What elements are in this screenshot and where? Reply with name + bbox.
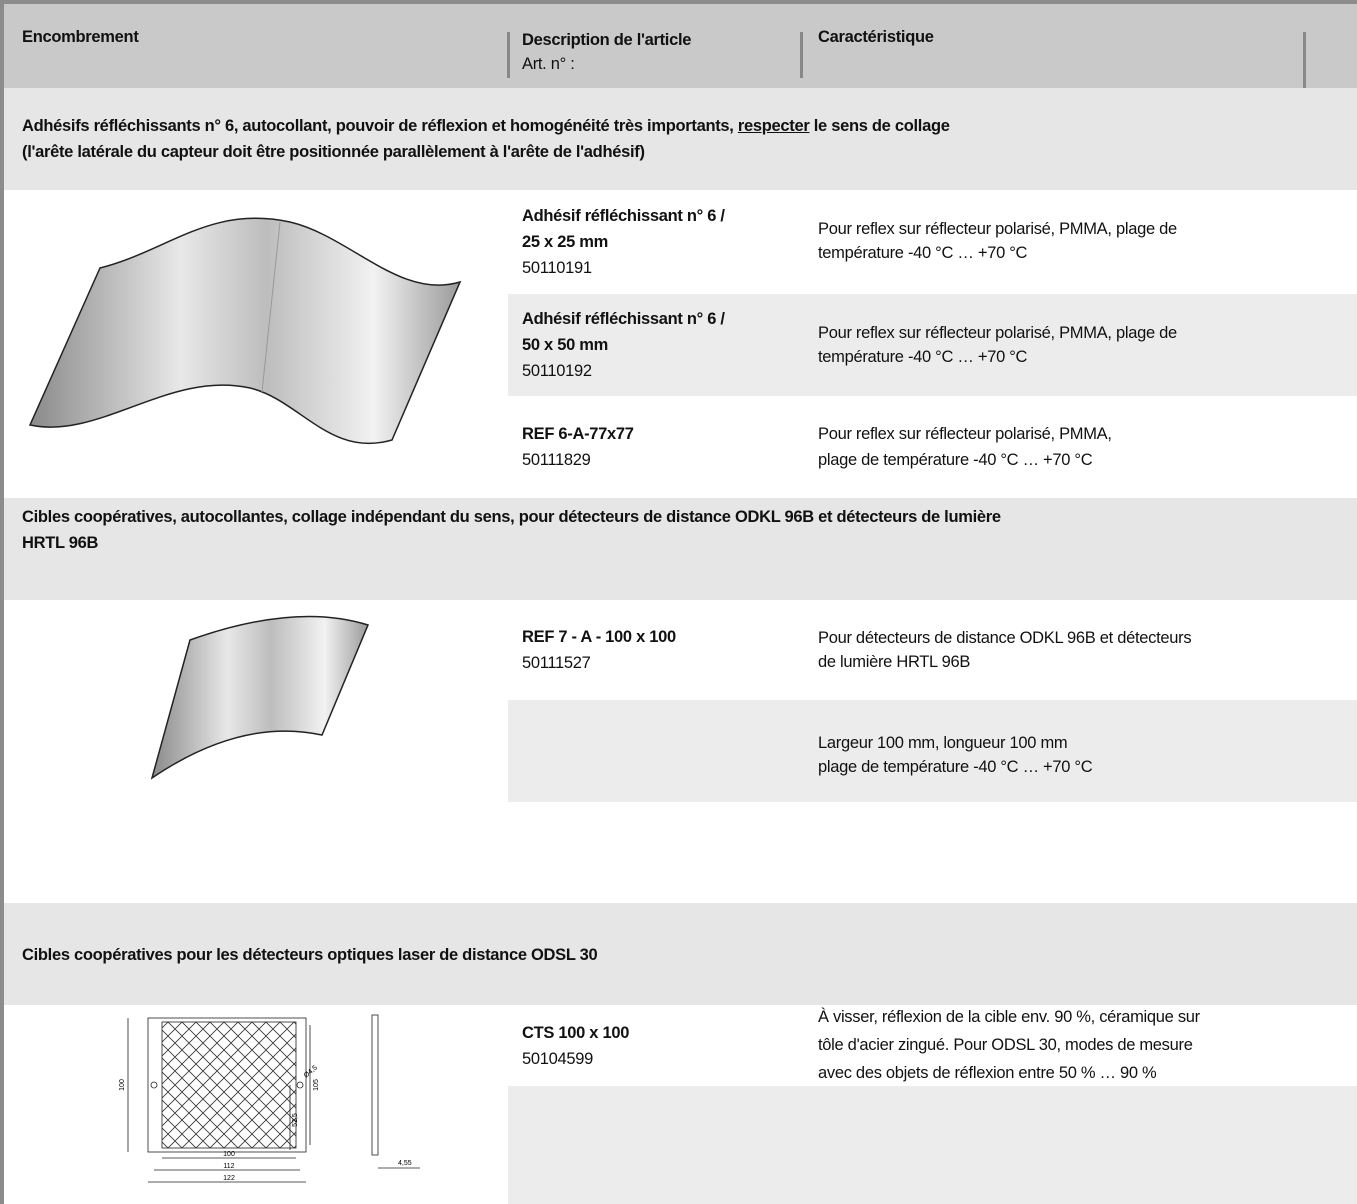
section-title: Adhésifs réfléchissants n° 6, autocollan…: [4, 88, 1357, 190]
char-line: Largeur 100 mm, longueur 100 mm: [818, 734, 1068, 752]
char-line: température -40 °C … +70 °C: [818, 348, 1028, 366]
char-line: plage de température -40 °C … +70 °C: [818, 451, 1093, 469]
article-number: 50111829: [522, 451, 591, 469]
char-line: avec des objets de réflexion entre 50 % …: [818, 1063, 1157, 1082]
dimension-label: 52,5: [292, 1113, 299, 1127]
char-line: température -40 °C … +70 °C: [818, 244, 1028, 262]
title-part: le sens de collage: [809, 117, 950, 135]
illustrations: 100 112 122 100 105 52,5 Ø4,5 4,55: [28, 217, 462, 1183]
section-title: Cibles coopératives, autocollantes, coll…: [4, 498, 1357, 600]
header-divider: [1303, 32, 1306, 88]
item-name: REF 7 - A - 100 x 100 50111527: [512, 600, 676, 700]
header-divider: [800, 32, 803, 78]
name-line: Adhésif réfléchissant n° 6 /: [522, 207, 725, 225]
row-shade: [508, 294, 1357, 396]
reflective-sheet: [28, 217, 462, 445]
name-line: Adhésif réfléchissant n° 6 /: [522, 310, 725, 328]
characteristic: Largeur 100 mm, longueur 100 mm plage de…: [808, 704, 1093, 806]
dimension-label: 105: [313, 1079, 320, 1091]
dimension-label: 4,55: [398, 1160, 412, 1167]
header-divider: [507, 32, 510, 78]
char-line: Pour reflex sur réflecteur polarisé, PMM…: [818, 220, 1177, 238]
dimension-label: 112: [223, 1163, 234, 1170]
article-number: 50104599: [522, 1049, 594, 1068]
reflective-sheet: [150, 615, 370, 780]
name-line: 50 x 50 mm: [522, 336, 608, 354]
sheet-seam: [261, 221, 281, 393]
dimension-label: Ø4,5: [303, 1064, 319, 1079]
section-title: Cibles coopératives pour les détecteurs …: [4, 903, 1357, 1005]
header-col1: Encombrement: [22, 28, 139, 46]
title-line: HRTL 96B: [22, 534, 99, 552]
dimension-label: 122: [223, 1175, 235, 1182]
name-line: REF 6-A-77x77: [522, 425, 634, 443]
dimension-label: 100: [223, 1151, 235, 1158]
title-line: Adhésifs réfléchissants n° 6, autocollan…: [22, 113, 1357, 139]
characteristic: À visser, réflexion de la cible env. 90 …: [808, 1003, 1200, 1086]
item-name: Adhésif réfléchissant n° 6 / 50 x 50 mm …: [512, 294, 725, 396]
article-number: 50111527: [522, 654, 591, 672]
char-line: Pour détecteurs de distance ODKL 96B et …: [818, 629, 1192, 647]
char-line: Pour reflex sur réflecteur polarisé, PMM…: [818, 425, 1112, 443]
article-number: 50110192: [522, 362, 592, 380]
item-name: CTS 100 x 100 50104599: [512, 1005, 629, 1086]
char-line: À visser, réflexion de la cible env. 90 …: [818, 1007, 1200, 1026]
header-col2-title: Description de l'article: [522, 31, 692, 49]
title-part: Adhésifs réfléchissants n° 6, autocollan…: [22, 117, 738, 135]
row-shade: [508, 700, 1357, 802]
characteristic: Pour reflex sur réflecteur polarisé, PMM…: [808, 396, 1112, 498]
dimension-label: 100: [119, 1079, 126, 1091]
char-line: de lumière HRTL 96B: [818, 653, 971, 671]
characteristic: Pour reflex sur réflecteur polarisé, PMM…: [808, 294, 1177, 396]
name-line: REF 7 - A - 100 x 100: [522, 628, 676, 646]
row-shade: [508, 1086, 1357, 1204]
char-line: tôle d'acier zingué. Pour ODSL 30, modes…: [818, 1035, 1193, 1054]
header-col3: Caractéristique: [818, 28, 934, 46]
name-line: CTS 100 x 100: [522, 1023, 630, 1042]
header-col2: Description de l'article Art. n° :: [522, 28, 691, 76]
item-name: REF 6-A-77x77 50111829: [512, 396, 634, 498]
char-line: plage de température -40 °C … +70 °C: [818, 758, 1093, 776]
title-line: Cibles coopératives pour les détecteurs …: [22, 946, 598, 964]
characteristic: Pour détecteurs de distance ODKL 96B et …: [808, 600, 1192, 700]
char-line: Pour reflex sur réflecteur polarisé, PMM…: [818, 324, 1177, 342]
name-line: 25 x 25 mm: [522, 233, 608, 251]
technical-drawing: [127, 1014, 420, 1183]
frame-top: [0, 0, 1357, 4]
item-name: Adhésif réfléchissant n° 6 / 25 x 25 mm …: [512, 192, 725, 292]
frame-left: [0, 0, 4, 1204]
title-line: Cibles coopératives, autocollantes, coll…: [22, 508, 1001, 526]
article-number: 50110191: [522, 259, 592, 277]
characteristic: Pour reflex sur réflecteur polarisé, PMM…: [808, 190, 1177, 292]
title-part: respecter: [737, 117, 810, 135]
title-line: (l'arête latérale du capteur doit être p…: [22, 143, 645, 161]
header-row: [4, 4, 1357, 88]
header-col2-sub: Art. n° :: [522, 55, 575, 73]
